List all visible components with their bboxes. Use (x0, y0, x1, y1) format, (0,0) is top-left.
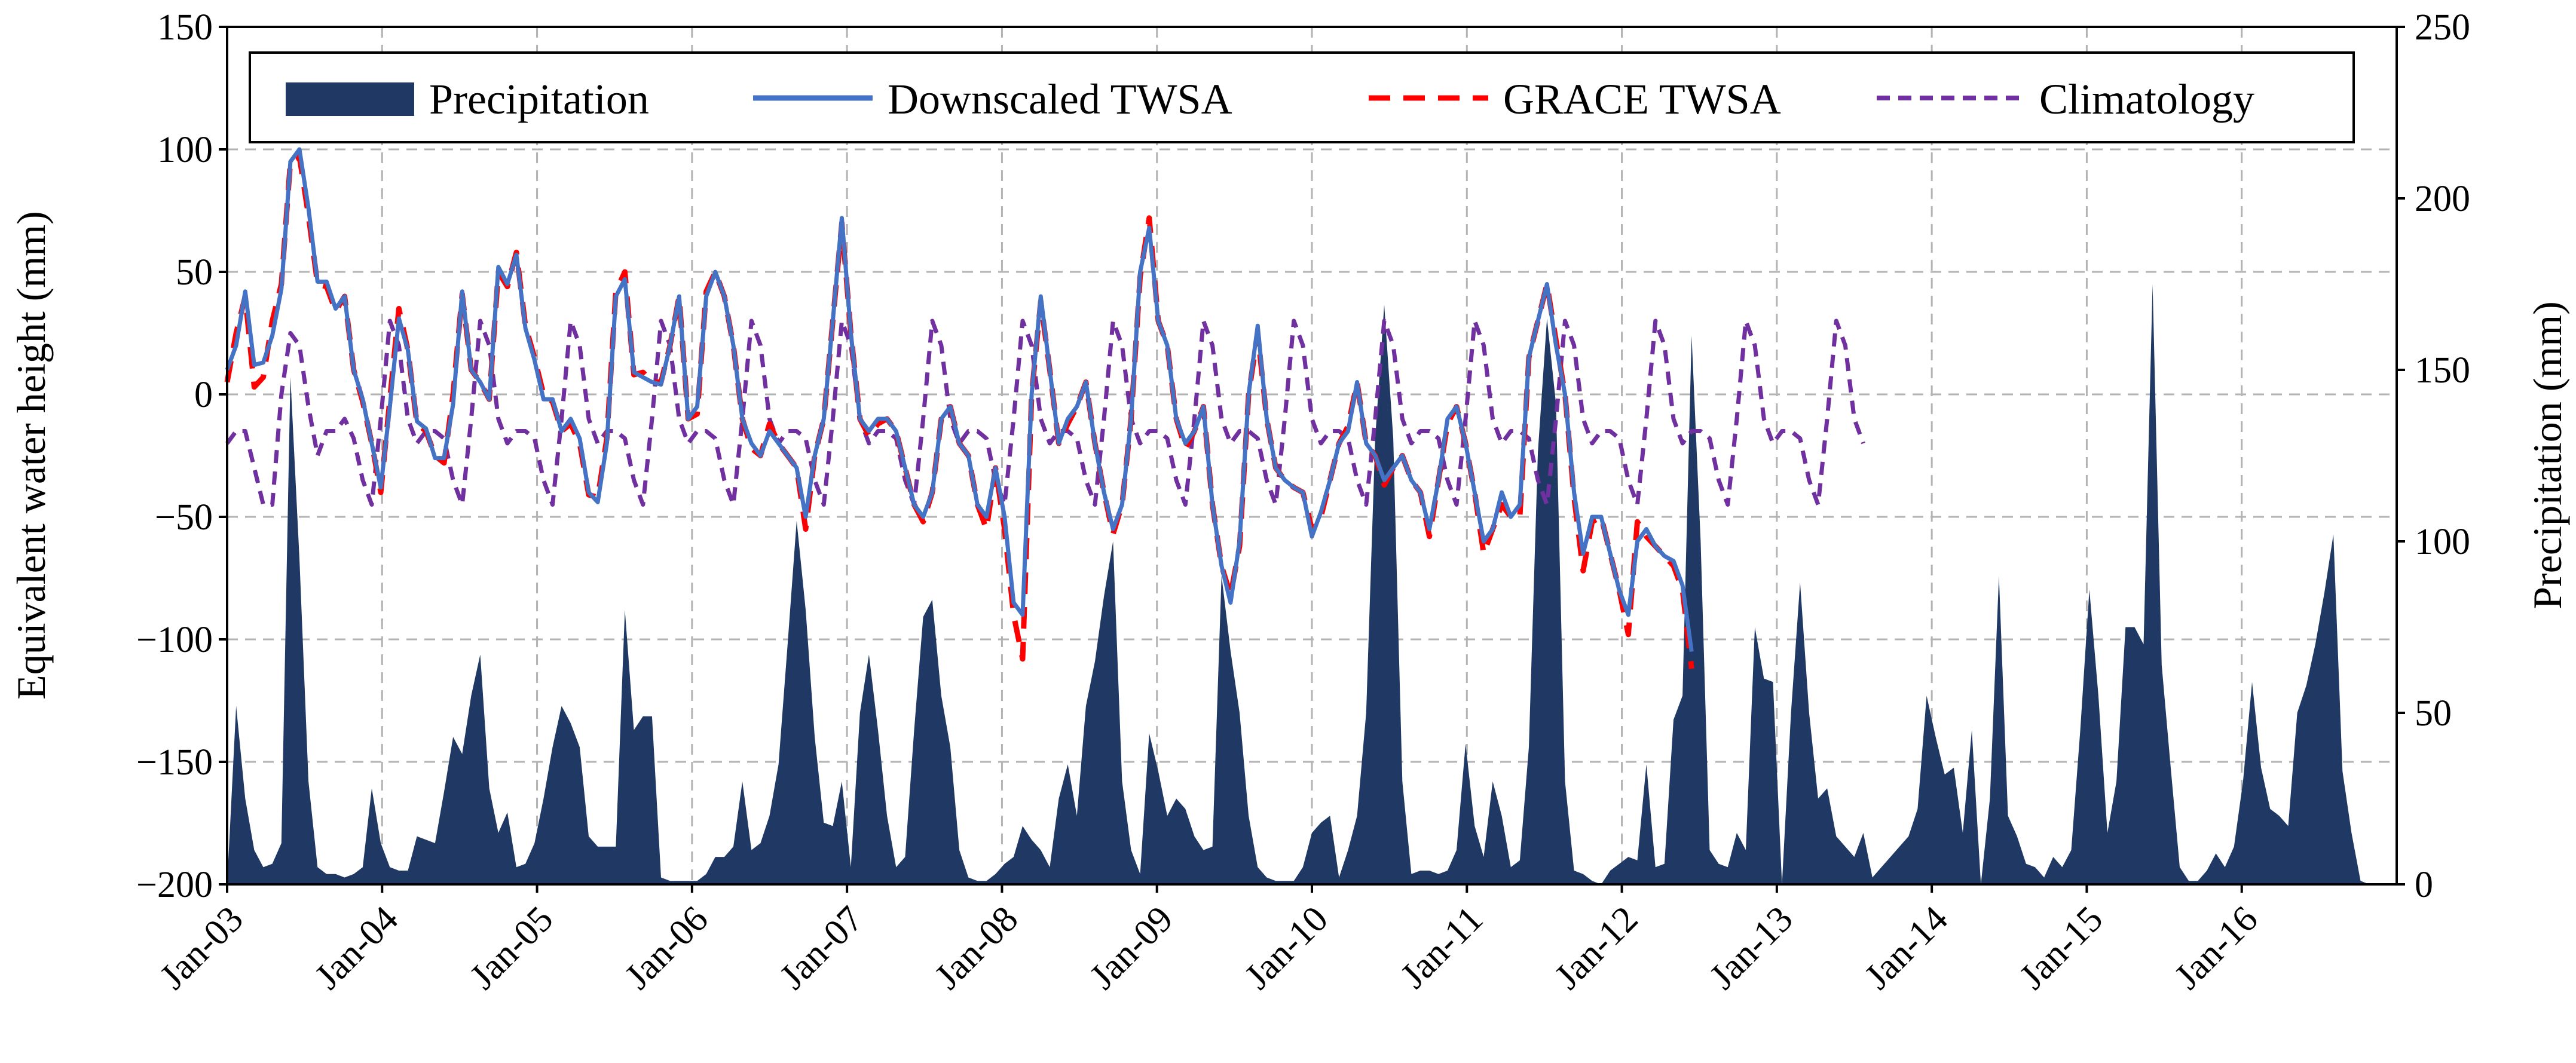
y-tick-label: −100 (136, 620, 213, 660)
climatology-line (225, 318, 1865, 507)
y2-tick-label: 250 (2415, 7, 2470, 48)
y-tick-label: 150 (157, 7, 213, 48)
legend-label-precipitation: Precipitation (429, 75, 649, 123)
legend-label-grace: GRACE TWSA (1503, 75, 1781, 123)
y2-tick-label: 0 (2415, 865, 2433, 905)
y-tick-label: −50 (155, 497, 213, 538)
line-series-layer (224, 147, 1865, 669)
precipitation-area (227, 284, 2397, 884)
y-tick-label: 100 (157, 130, 213, 170)
legend-swatch-precipitation (286, 82, 414, 116)
grid-lines (227, 27, 2397, 884)
legend-label-downscaled: Downscaled TWSA (888, 75, 1232, 123)
y2-tick-label: 50 (2415, 693, 2452, 734)
y2-tick-label: 150 (2415, 350, 2470, 391)
axis-ticks (219, 26, 2405, 893)
legend-box (249, 51, 2355, 143)
y-axis-title: Equivalent water height (mm) (8, 211, 54, 700)
legend: Precipitation Downscaled TWSA GRACE TWSA… (249, 51, 2355, 143)
downscaled-twsa-line (225, 147, 1694, 652)
y-tick-label: −200 (136, 865, 213, 905)
precipitation-area-layer (227, 284, 2397, 884)
legend-label-climatology: Climatology (2039, 75, 2254, 123)
y-tick-label: 50 (176, 252, 213, 293)
y2-tick-label: 100 (2415, 522, 2470, 562)
y2-axis-title: Precipitation (mm) (2525, 301, 2570, 609)
y-tick-label: 0 (194, 375, 213, 415)
y2-tick-label: 200 (2415, 179, 2470, 219)
y-tick-label: −150 (136, 742, 213, 783)
